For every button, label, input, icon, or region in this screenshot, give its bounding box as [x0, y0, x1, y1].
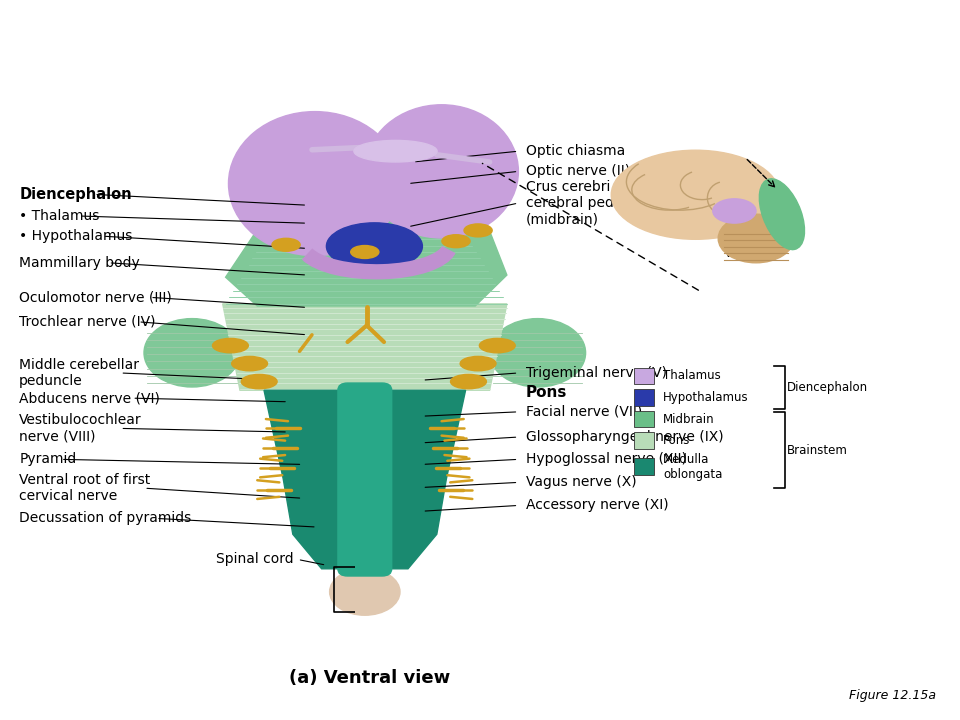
FancyBboxPatch shape	[634, 410, 654, 427]
Ellipse shape	[354, 140, 437, 162]
Text: Figure 12.15a: Figure 12.15a	[849, 689, 936, 702]
Polygon shape	[223, 304, 507, 390]
Text: Thalamus: Thalamus	[663, 369, 721, 382]
Text: Decussation of pyramids: Decussation of pyramids	[19, 511, 191, 526]
Text: Oculomotor nerve (III): Oculomotor nerve (III)	[19, 290, 172, 305]
Text: Diencephalon: Diencephalon	[787, 381, 869, 394]
Text: Ventral root of first
cervical nerve: Ventral root of first cervical nerve	[19, 473, 151, 503]
Polygon shape	[226, 202, 507, 306]
Text: Vagus nerve (X): Vagus nerve (X)	[526, 475, 636, 490]
Text: Accessory nerve (XI): Accessory nerve (XI)	[526, 498, 669, 513]
Text: Pyramid: Pyramid	[19, 452, 77, 467]
Ellipse shape	[712, 199, 756, 223]
Text: Hypothalamus: Hypothalamus	[663, 391, 749, 404]
Text: Abducens nerve (VI): Abducens nerve (VI)	[19, 391, 160, 405]
Text: Optic nerve (II): Optic nerve (II)	[526, 164, 630, 179]
Text: Pons: Pons	[526, 385, 567, 400]
Text: Diencephalon: Diencephalon	[19, 187, 132, 202]
Ellipse shape	[212, 338, 249, 353]
Ellipse shape	[228, 112, 401, 256]
Text: Trigeminal nerve (V): Trigeminal nerve (V)	[526, 366, 667, 380]
Ellipse shape	[365, 104, 518, 238]
Text: Hypoglossal nerve (XII): Hypoglossal nerve (XII)	[526, 452, 687, 467]
Polygon shape	[264, 390, 466, 569]
Text: Medulla
oblongata: Medulla oblongata	[663, 453, 723, 480]
Text: • Thalamus: • Thalamus	[19, 209, 100, 223]
Text: Pons: Pons	[663, 434, 691, 447]
Ellipse shape	[326, 222, 422, 269]
Text: View (a): View (a)	[725, 248, 767, 258]
FancyBboxPatch shape	[634, 432, 654, 449]
Text: Facial nerve (VII): Facial nerve (VII)	[526, 405, 642, 419]
Text: • Hypothalamus: • Hypothalamus	[19, 229, 132, 243]
Ellipse shape	[241, 374, 277, 389]
Ellipse shape	[718, 215, 794, 263]
Text: Brainstem: Brainstem	[787, 444, 848, 457]
Ellipse shape	[759, 179, 804, 250]
FancyBboxPatch shape	[634, 459, 654, 475]
FancyBboxPatch shape	[634, 389, 654, 406]
Ellipse shape	[479, 338, 516, 353]
Text: Midbrain: Midbrain	[663, 413, 715, 426]
Text: Middle cerebellar
peduncle: Middle cerebellar peduncle	[19, 358, 139, 388]
Ellipse shape	[350, 246, 379, 258]
Ellipse shape	[272, 238, 300, 251]
FancyBboxPatch shape	[634, 367, 654, 384]
Ellipse shape	[329, 569, 400, 615]
Text: Optic chiasma: Optic chiasma	[526, 144, 625, 158]
Ellipse shape	[231, 356, 268, 371]
Ellipse shape	[144, 318, 240, 387]
Ellipse shape	[450, 374, 487, 389]
Ellipse shape	[464, 224, 492, 237]
Ellipse shape	[490, 318, 586, 387]
Text: Mammillary body: Mammillary body	[19, 256, 140, 270]
Text: Crus cerebri of
cerebral peduncles
(midbrain): Crus cerebri of cerebral peduncles (midb…	[526, 180, 659, 226]
Ellipse shape	[612, 150, 780, 239]
Text: Vestibulocochlear
nerve (VIII): Vestibulocochlear nerve (VIII)	[19, 413, 142, 444]
Text: Trochlear nerve (IV): Trochlear nerve (IV)	[19, 315, 156, 329]
Ellipse shape	[442, 235, 470, 248]
Ellipse shape	[460, 356, 496, 371]
Text: Glossopharyngeal nerve (IX): Glossopharyngeal nerve (IX)	[526, 430, 724, 444]
Text: Spinal cord: Spinal cord	[216, 552, 294, 567]
FancyBboxPatch shape	[338, 383, 392, 576]
Text: (a) Ventral view: (a) Ventral view	[289, 670, 450, 687]
